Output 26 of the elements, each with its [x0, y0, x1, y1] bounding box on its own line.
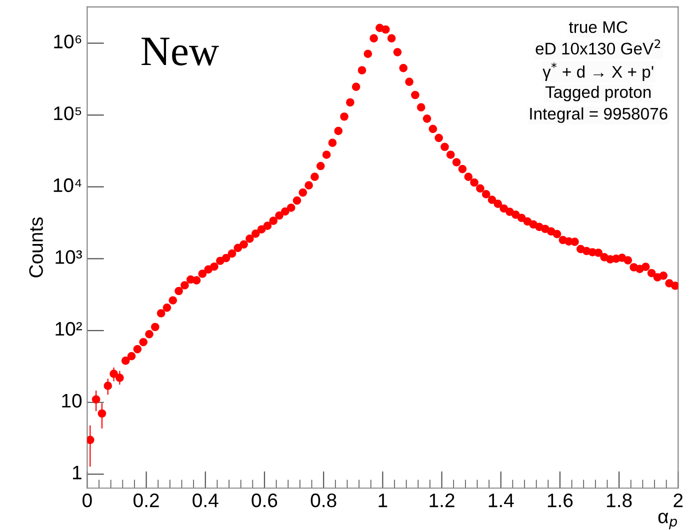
x-tick-label: 1.8 — [607, 494, 632, 508]
y-tick-label: 10⁶ — [54, 34, 82, 48]
y-axis-title: Counts — [29, 217, 43, 278]
annotation: Integral = 9958076 — [530, 107, 668, 123]
x-tick-label: 1.2 — [430, 494, 454, 508]
x-tick-label: 0.4 — [192, 494, 218, 508]
y-tick-label: 10 — [62, 394, 82, 408]
y-tick-label: 10⁵ — [54, 106, 82, 120]
x-tick-label: 1.4 — [488, 494, 514, 508]
annotation: Tagged proton — [545, 86, 651, 102]
x-tick-label: 0.6 — [252, 494, 278, 508]
x-tick-label: 1 — [378, 494, 388, 508]
x-tick-label: 0 — [82, 494, 92, 508]
y-tick-label: 10⁴ — [54, 178, 82, 192]
x-tick-label: 0.2 — [134, 494, 159, 508]
y-tick-label: 1 — [73, 466, 82, 480]
x-tick-label: 0.8 — [310, 494, 336, 508]
x-axis-title: α$_{p}$ — [658, 512, 677, 530]
annotation: γ$^{*}$ + d → X + p' — [542, 62, 654, 82]
x-tick-label: 2 — [674, 494, 683, 508]
annotation: eD 10x130 GeV$^{2}$ — [536, 39, 660, 55]
y-tick-label: 10² — [56, 322, 82, 336]
x-tick-label: 1.6 — [548, 494, 573, 508]
annotation: New — [142, 38, 219, 66]
y-tick-label: 10³ — [56, 250, 82, 264]
annotation: true MC — [569, 21, 628, 34]
